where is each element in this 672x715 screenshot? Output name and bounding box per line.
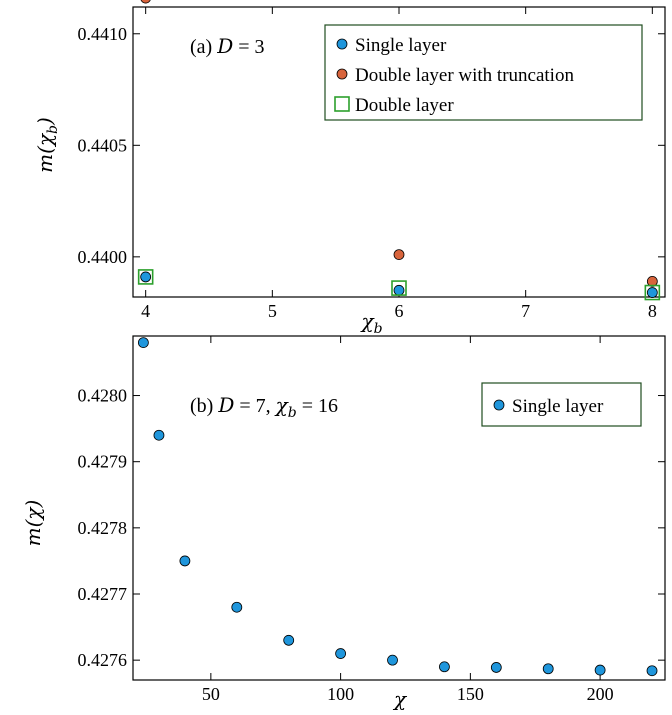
point-a-s0-1 — [393, 284, 405, 296]
legend-marker-double-trunc — [336, 68, 348, 80]
legend-box-b — [481, 382, 642, 427]
tick-group-b: 50 100 150 200 0.4276 0.4277 0.4278 0.4279 0.428… — [78, 336, 665, 704]
point-b-s0-0 — [137, 337, 149, 349]
point-a-s0-0 — [140, 271, 152, 283]
data-marks-b — [137, 337, 658, 677]
point-b-s0-8 — [490, 662, 502, 673]
y-tick-label-b: 0.4278 — [78, 518, 128, 538]
y-tick-label-b: 0.4280 — [78, 386, 128, 406]
legend-marker-double — [334, 96, 350, 112]
point-b-s0-2 — [179, 555, 191, 567]
tick-group-a: 4 5 6 7 8 0.4400 0.4405 0.4410 — [78, 7, 665, 321]
legend-label-single: Single layer — [355, 35, 447, 56]
y-tick-label-b: 0.4277 — [78, 584, 128, 604]
panel-b: 50 100 150 200 0.4276 0.4277 0.4278 0.4279 0.428… — [21, 335, 666, 711]
panel-b-label: (b) D = 7, χb = 16 — [190, 393, 338, 421]
point-b-s0-3 — [231, 601, 243, 613]
point-b-s0-10 — [594, 664, 606, 676]
point-a-s1-1 — [393, 249, 405, 261]
point-a-s0-2 — [646, 287, 658, 298]
legend-marker-single-b — [493, 399, 505, 411]
y-tick-label-a: 0.4410 — [78, 24, 128, 44]
x-tick-label-b: 50 — [202, 684, 220, 704]
x-tick-label-b: 150 — [457, 684, 484, 704]
panel-a: 4 5 6 7 8 0.4400 0.4405 0.4410 (a) D = 3 χb m(χ… — [33, 0, 666, 337]
legend-marker-single — [336, 38, 348, 50]
point-b-s0-7 — [439, 661, 450, 673]
y-axis-label-b: m(χ) — [21, 500, 45, 547]
y-tick-label-b: 0.4279 — [78, 452, 128, 472]
legend-b: Single layer — [481, 382, 642, 427]
point-b-s0-9 — [542, 663, 554, 675]
x-tick-label-a: 8 — [648, 301, 657, 321]
point-a-s1-2 — [646, 275, 658, 287]
point-a-s1-0 — [140, 0, 151, 4]
x-tick-label-a: 6 — [395, 301, 404, 321]
legend-label-single-b: Single layer — [512, 396, 604, 417]
x-axis-label-a: χb — [359, 309, 382, 337]
y-axis-label-a: m(χb) — [33, 117, 61, 173]
point-b-s0-5 — [335, 648, 347, 659]
legend-label-double: Double layer — [355, 95, 454, 116]
point-a-s2-1 — [391, 280, 407, 296]
point-b-s0-4 — [283, 634, 295, 646]
x-tick-label-a: 7 — [521, 301, 530, 321]
y-tick-label-a: 0.4405 — [78, 135, 128, 155]
point-b-s0-1 — [153, 429, 165, 441]
panel-a-label: (a) D = 3 — [190, 34, 265, 58]
y-tick-label-b: 0.4276 — [78, 650, 128, 670]
x-tick-label-b: 100 — [327, 684, 354, 704]
y-tick-label-a: 0.4400 — [78, 247, 128, 267]
legend-label-double-trunc: Double layer with truncation — [355, 65, 574, 86]
x-tick-label-a: 4 — [141, 301, 150, 321]
x-axis-label-b: χ — [392, 687, 408, 711]
data-marks-a — [137, 0, 661, 301]
legend-a: Single layer Double layer with truncatio… — [324, 24, 643, 121]
point-b-s0-6 — [387, 654, 398, 666]
point-a-s2-0 — [137, 269, 154, 285]
legend-box-a — [324, 24, 643, 121]
plot-frame-b — [132, 335, 666, 681]
x-tick-label-b: 200 — [587, 684, 614, 704]
point-b-s0-11 — [646, 665, 658, 677]
x-tick-label-a: 5 — [268, 301, 277, 321]
point-a-s2-2 — [644, 284, 661, 301]
